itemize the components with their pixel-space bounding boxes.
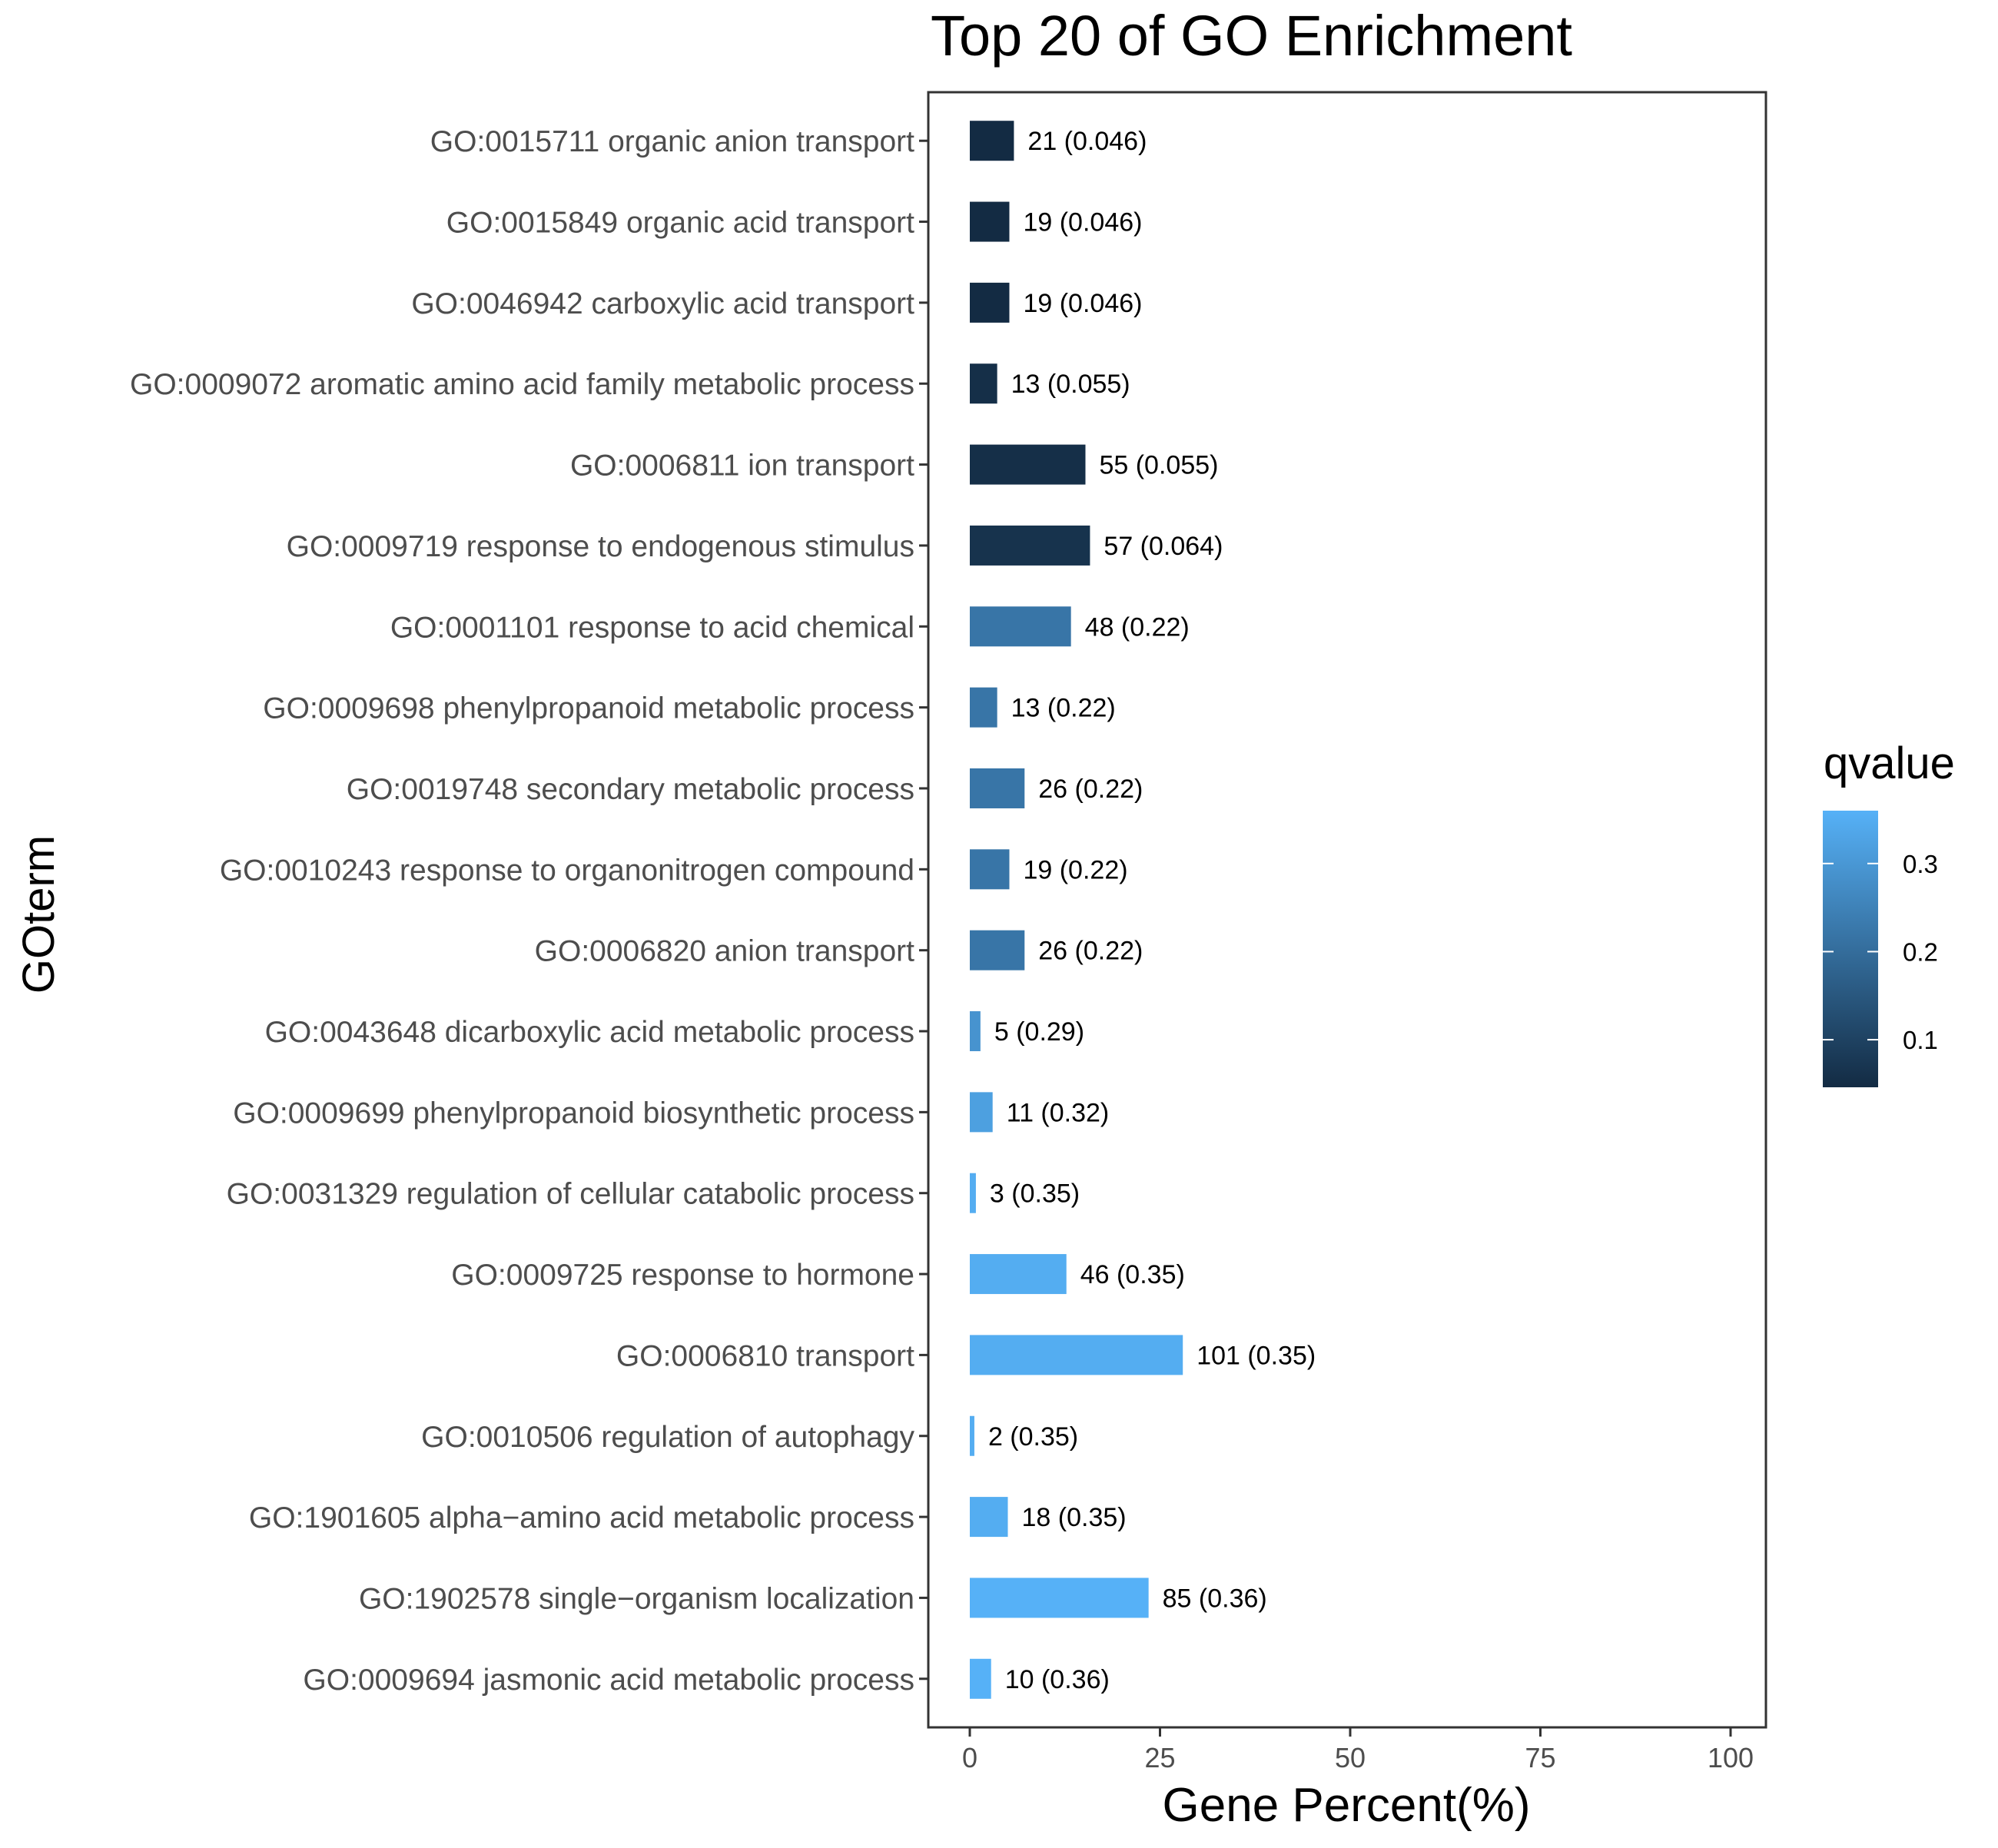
bar (970, 1335, 1183, 1375)
data-label: 3 (0.35) (990, 1179, 1080, 1209)
bar (970, 687, 997, 728)
y-tick-label: GO:0001101 response to acid chemical (390, 611, 914, 644)
y-tick-label: GO:0006811 ion transport (570, 450, 914, 483)
legend-tick-label: 0.2 (1903, 937, 1938, 966)
y-tick-label: GO:0006810 transport (616, 1339, 914, 1372)
bar (970, 1578, 1149, 1618)
bar (970, 1415, 974, 1456)
data-labels: 21 (0.046) 19 (0.046) 19 (0.046) 13 (0.055)… (988, 127, 1316, 1694)
x-tick-label: 50 (1335, 1742, 1366, 1773)
bar (970, 525, 1090, 566)
data-label: 11 (0.32) (1007, 1098, 1110, 1127)
data-label: 2 (0.35) (988, 1422, 1078, 1452)
y-tick-label: GO:0009719 response to endogenous stimul… (287, 530, 914, 563)
y-tick-labels: GO:0015711 organic anion transport GO:001… (130, 125, 928, 1697)
bar (970, 444, 1086, 485)
data-label: 13 (0.22) (1011, 694, 1116, 723)
bar (970, 1497, 1008, 1538)
bar (970, 1092, 993, 1133)
x-axis-ticks: 0 25 50 75 100 (962, 1727, 1754, 1773)
x-tick-label: 75 (1525, 1742, 1555, 1773)
bar (970, 606, 1071, 647)
y-tick-label: GO:0015711 organic anion transport (430, 125, 914, 158)
data-label: 19 (0.22) (1023, 855, 1127, 884)
bar (970, 201, 1010, 242)
x-axis-label: Gene Percent(%) (1163, 1779, 1531, 1832)
legend-tick-label: 0.3 (1903, 850, 1938, 878)
y-tick-label: GO:0010243 response to organonitrogen co… (220, 854, 914, 887)
y-tick-label: GO:0009698 phenylpropanoid metabolic pro… (263, 692, 914, 725)
y-tick-label: GO:0015849 organic acid transport (446, 207, 914, 240)
y-tick-label: GO:0009072 aromatic amino acid family me… (130, 368, 914, 401)
chart-title: Top 20 of GO Enrichment (931, 4, 1572, 68)
data-label: 18 (0.35) (1022, 1503, 1127, 1532)
bar (970, 1011, 981, 1052)
data-label: 46 (0.35) (1080, 1260, 1185, 1289)
bar (970, 121, 1014, 161)
y-tick-label: GO:0043648 dicarboxylic acid metabolic p… (265, 1016, 914, 1049)
bars-layer (970, 121, 1183, 1699)
bar (970, 1254, 1067, 1295)
data-label: 57 (0.064) (1104, 532, 1223, 561)
y-tick-label: GO:0009694 jasmonic acid metabolic proce… (303, 1664, 914, 1697)
data-label: 10 (0.36) (1005, 1665, 1110, 1694)
data-label: 55 (0.055) (1099, 451, 1218, 480)
data-label: 101 (0.35) (1196, 1341, 1316, 1370)
y-tick-label: GO:0006820 anion transport (535, 935, 915, 968)
bar (970, 282, 1010, 323)
y-tick-label: GO:0031329 regulation of cellular catabo… (227, 1178, 914, 1211)
x-tick-label: 0 (962, 1742, 977, 1773)
bar (970, 1173, 976, 1213)
bar (970, 849, 1010, 890)
y-tick-label: GO:0019748 secondary metabolic process (347, 773, 914, 806)
bar (970, 768, 1025, 808)
data-label: 19 (0.046) (1023, 208, 1142, 237)
data-label: 5 (0.29) (994, 1017, 1084, 1047)
y-tick-label: GO:1902578 single−organism localization (359, 1582, 914, 1615)
data-label: 26 (0.22) (1038, 937, 1143, 966)
legend-colorbar (1823, 811, 1878, 1087)
plot-panel-border (927, 91, 1767, 1729)
data-label: 48 (0.22) (1085, 612, 1190, 642)
legend-ticks: 0.1 0.2 0.3 (1823, 850, 1938, 1054)
data-label: 19 (0.046) (1023, 289, 1142, 318)
legend-tick-label: 0.1 (1903, 1026, 1938, 1054)
y-tick-label: GO:0009699 phenylpropanoid biosynthetic … (233, 1097, 914, 1130)
y-tick-label: GO:0009725 response to hormone (451, 1259, 914, 1292)
x-tick-label: 100 (1708, 1742, 1754, 1773)
y-tick-label: GO:0010506 regulation of autophagy (421, 1421, 914, 1454)
bar (970, 1658, 991, 1699)
data-label: 21 (0.046) (1027, 127, 1147, 156)
bar (970, 930, 1025, 970)
data-label: 85 (0.36) (1163, 1584, 1267, 1613)
y-axis-label: GOterm (14, 835, 64, 994)
y-tick-label: GO:0046942 carboxylic acid transport (411, 287, 914, 320)
data-label: 13 (0.055) (1011, 370, 1130, 399)
legend-title: qvalue (1824, 738, 1955, 788)
bar (970, 363, 997, 404)
x-tick-label: 25 (1144, 1742, 1175, 1773)
data-label: 26 (0.22) (1038, 775, 1143, 804)
y-tick-label: GO:1901605 alpha−amino acid metabolic pr… (249, 1501, 914, 1534)
